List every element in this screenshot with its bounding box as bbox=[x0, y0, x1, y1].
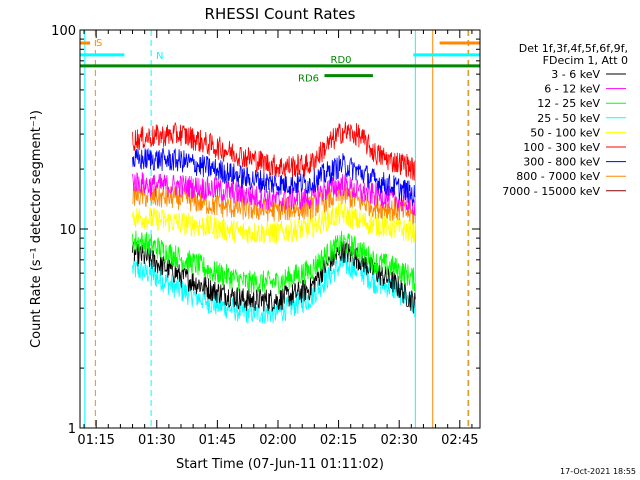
y-axis-label: Count Rate (s⁻¹ detector segment⁻¹) bbox=[29, 110, 44, 348]
state-label-3: RD6 bbox=[298, 74, 319, 85]
series-line-2 bbox=[132, 230, 416, 295]
legend-header-1: FDecim 1, Att 0 bbox=[543, 54, 628, 67]
x-tick-label-4: 02:15 bbox=[320, 433, 357, 448]
state-label-0: S bbox=[96, 38, 102, 49]
state-label-1: N bbox=[156, 51, 163, 62]
legend-label-2: 12 - 25 keV bbox=[537, 97, 600, 110]
x-axis-label: Start Time (07-Jun-11 01:11:02) bbox=[176, 457, 384, 472]
state-label-2: RD0 bbox=[331, 55, 352, 66]
series-line-3 bbox=[132, 253, 416, 325]
plot-frame bbox=[79, 29, 481, 429]
y-tick-label-0: 1 bbox=[68, 422, 76, 437]
legend-label-5: 100 - 300 keV bbox=[523, 141, 600, 154]
legend-label-3: 25 - 50 keV bbox=[537, 112, 600, 125]
y-tick-label-2: 100 bbox=[51, 24, 76, 39]
series-line-6 bbox=[132, 147, 416, 206]
chart-title: RHESSI Count Rates bbox=[205, 5, 356, 23]
legend-label-7: 800 - 7000 keV bbox=[516, 170, 600, 183]
plot-area: S N RD0 RD6 bbox=[80, 30, 480, 428]
legend-label-4: 50 - 100 keV bbox=[530, 126, 600, 139]
x-tick-label-1: 01:30 bbox=[138, 433, 175, 448]
footer-date: 17-Oct-2021 18:55 bbox=[560, 467, 636, 476]
x-tick-label-3: 02:00 bbox=[259, 433, 296, 448]
series-line-4 bbox=[132, 201, 416, 245]
axis-ticks: 01:15 01:30 01:45 02:00 02:15 02:30 02:45 1 10 10… bbox=[51, 24, 480, 448]
legend-label-1: 6 - 12 keV bbox=[544, 83, 600, 96]
legend: Det 1f,3f,4f,5f,6f,9f,FDecim 1, Att 03 -… bbox=[502, 42, 628, 198]
series-line-7 bbox=[132, 181, 416, 225]
series-line-0 bbox=[132, 240, 416, 314]
legend-label-6: 300 - 800 keV bbox=[523, 156, 600, 169]
legend-label-0: 3 - 6 keV bbox=[551, 68, 600, 81]
x-tick-label-0: 01:15 bbox=[77, 433, 114, 448]
legend-header-0: Det 1f,3f,4f,5f,6f,9f, bbox=[519, 42, 628, 55]
series-line-5 bbox=[132, 121, 416, 181]
x-tick-label-5: 02:30 bbox=[380, 433, 417, 448]
y-tick-label-1: 10 bbox=[59, 223, 76, 238]
x-tick-label-2: 01:45 bbox=[199, 433, 236, 448]
x-tick-label-6: 02:45 bbox=[441, 433, 478, 448]
legend-label-8: 7000 - 15000 keV bbox=[502, 185, 600, 198]
series-line-1 bbox=[132, 171, 416, 216]
